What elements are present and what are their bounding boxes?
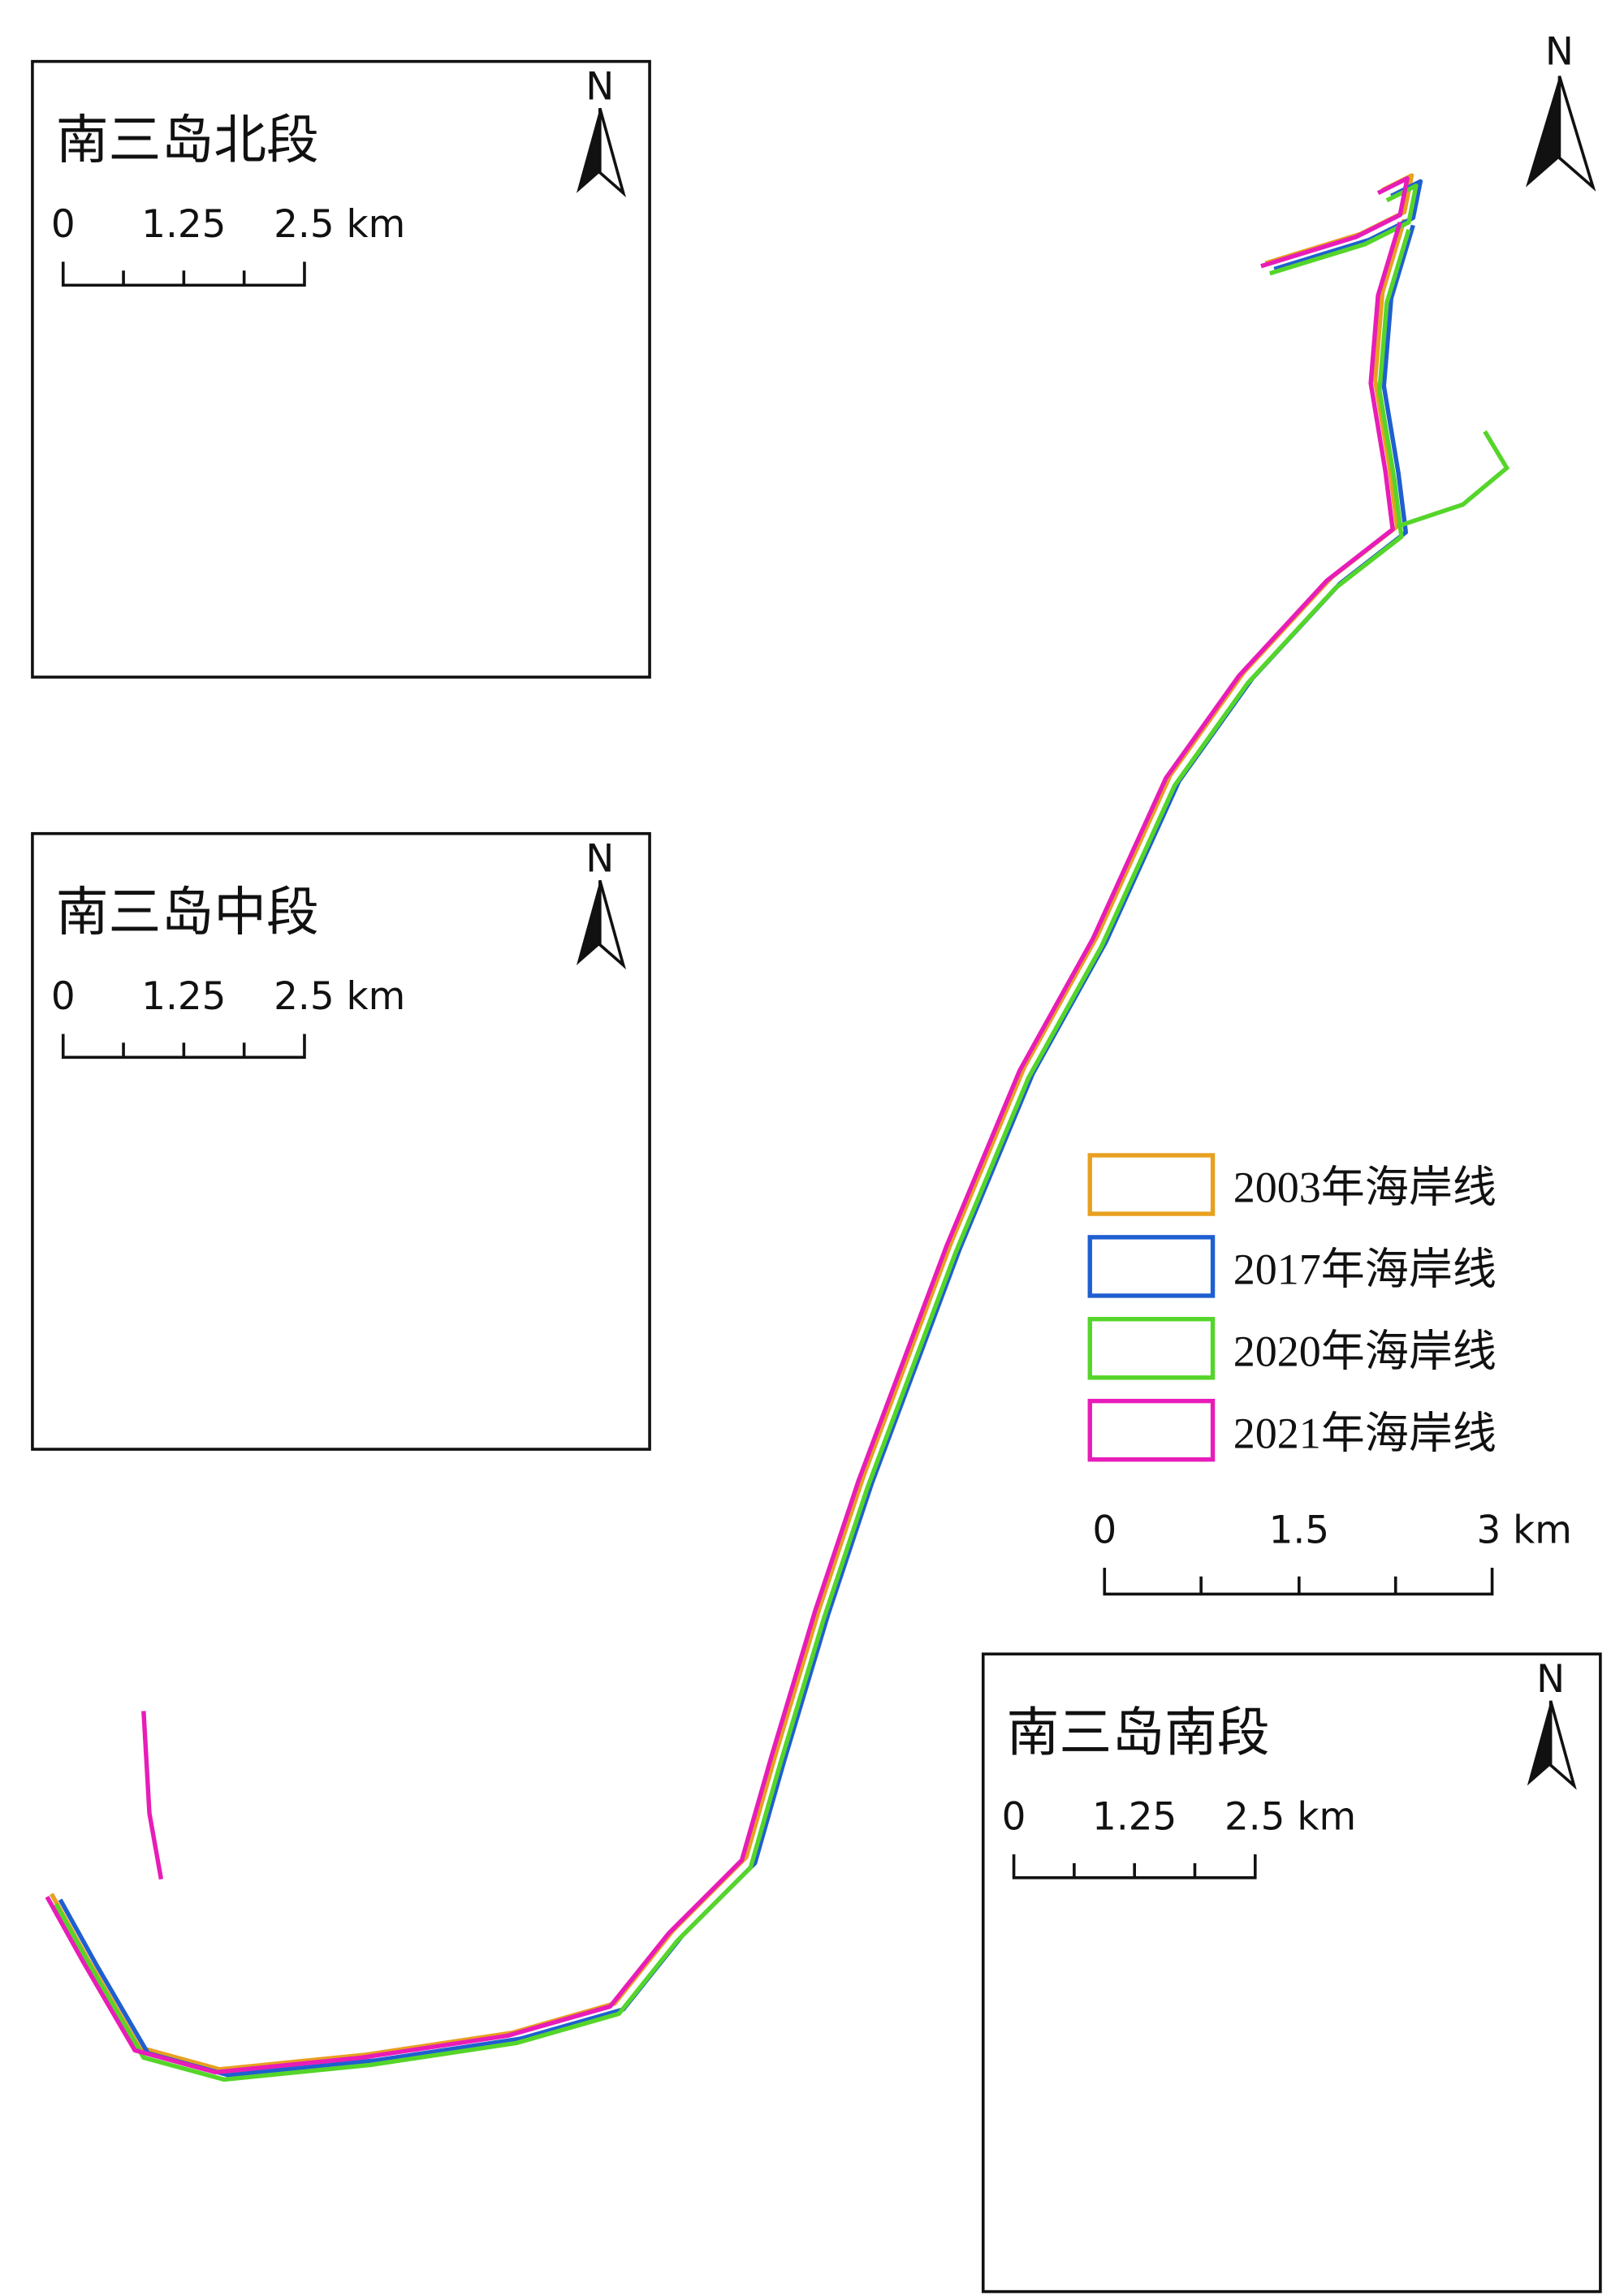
north-label: N (585, 838, 614, 882)
north-label: N (585, 65, 614, 109)
north-arrow (576, 108, 600, 193)
inset: 南三岛北段 N 0 1.25 2.5 km (31, 59, 651, 679)
scale-label: 1.25 (141, 203, 226, 247)
north-arrow (598, 107, 626, 198)
north-arrow (1526, 76, 1560, 188)
scale-label: 1.25 (141, 975, 226, 1019)
scale-line (61, 1034, 306, 1060)
north-arrow (1548, 1700, 1577, 1790)
north-arrow (598, 879, 626, 970)
legend-label: 2003年海岸线 (1233, 1163, 1497, 1212)
scale-label: 1.25 (1092, 1795, 1177, 1839)
legend-swatch (1087, 1153, 1216, 1216)
legend: 2003年海岸线 2017年海岸线 2020年海岸线 2021年海岸线 (1087, 1153, 1497, 1462)
legend-swatch (1087, 1398, 1216, 1462)
inset-frame (981, 1652, 1602, 2294)
north-label: N (1536, 1658, 1565, 1702)
scale-label: 3 km (1477, 1508, 1572, 1552)
scale-label: 1.5 (1269, 1508, 1329, 1552)
legend-label: 2017年海岸线 (1233, 1245, 1497, 1294)
insets: 南三岛北段 N 0 1.25 2.5 km 南三岛中段 N 0 1.25 2.5 km 南三岛南段 N… (0, 59, 1624, 2294)
inset: 南三岛南段 N 0 1.25 2.5 km (981, 1652, 1624, 2294)
scale-label: 0 (51, 203, 76, 247)
north-label: N (1545, 30, 1574, 74)
scale-line (1103, 1567, 1494, 1596)
scale-label: 2.5 km (1224, 1795, 1356, 1839)
scale-label: 0 (1092, 1508, 1116, 1552)
legend-label: 2021年海岸线 (1233, 1409, 1497, 1457)
scale-bar: 0 1.5 3 km (1092, 1508, 1572, 1596)
legend-swatch (1087, 1317, 1216, 1380)
inset-title: 南三岛中段 (56, 883, 319, 943)
scale-line (1012, 1854, 1257, 1880)
scale-label: 0 (51, 975, 76, 1019)
inset: 南三岛中段 N 0 1.25 2.5 km (0, 831, 651, 1451)
north-arrow (576, 880, 600, 965)
north-arrow (1557, 76, 1596, 192)
north-arrow (1527, 1700, 1551, 1786)
scale-line (61, 261, 306, 287)
inset-title: 南三岛南段 (1007, 1703, 1270, 1763)
legend-swatch (1087, 1235, 1216, 1298)
inset-frame (31, 59, 651, 679)
inset-title: 南三岛北段 (56, 110, 319, 171)
inset-frame (31, 831, 651, 1451)
scale-label: 2.5 km (274, 203, 405, 247)
scale-label: 0 (1002, 1795, 1026, 1839)
legend-label: 2020年海岸线 (1233, 1327, 1497, 1375)
scale-label: 2.5 km (274, 975, 405, 1019)
